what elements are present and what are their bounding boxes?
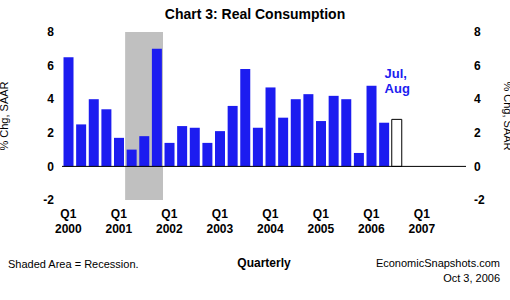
svg-text:Q12003: Q12003 [206,207,233,236]
svg-text:Q12002: Q12002 [156,207,183,236]
svg-text:6: 6 [47,59,54,73]
svg-text:0: 0 [47,160,54,174]
svg-text:-2: -2 [474,193,485,207]
svg-text:% Chg, SAAR: % Chg, SAAR [8,81,10,150]
svg-text:4: 4 [474,92,481,106]
html-text:Chart 3: Real Consumption: Chart 3: Real Consumption [164,6,346,22]
svg-text:2: 2 [47,126,54,140]
svg-text:Q12001: Q12001 [105,207,132,236]
svg-text:Q12000: Q12000 [55,207,82,236]
svg-text:-2: -2 [43,193,54,207]
html-text:Quarterly: Quarterly [237,256,291,270]
html-text:EconomicSnapshots.com: EconomicSnapshots.com [375,257,500,269]
svg-text:Q12007: Q12007 [408,207,435,236]
svg-text:6: 6 [474,59,481,73]
svg-text:0: 0 [474,160,481,174]
svg-text:2: 2 [474,126,481,140]
svg-text:Q12006: Q12006 [358,207,385,236]
html-text:Aug: Aug [384,81,410,96]
html-text:Shaded Area = Recession.: Shaded Area = Recession. [8,258,139,270]
html-text:Jul,: Jul, [384,66,407,81]
svg-text:8: 8 [47,25,54,39]
html-text:Oct 3, 2006: Oct 3, 2006 [443,272,500,284]
svg-text:Q12004: Q12004 [257,207,284,236]
svg-text:4: 4 [47,92,54,106]
svg-text:Q12005: Q12005 [307,207,334,236]
svg-text:8: 8 [474,25,481,39]
